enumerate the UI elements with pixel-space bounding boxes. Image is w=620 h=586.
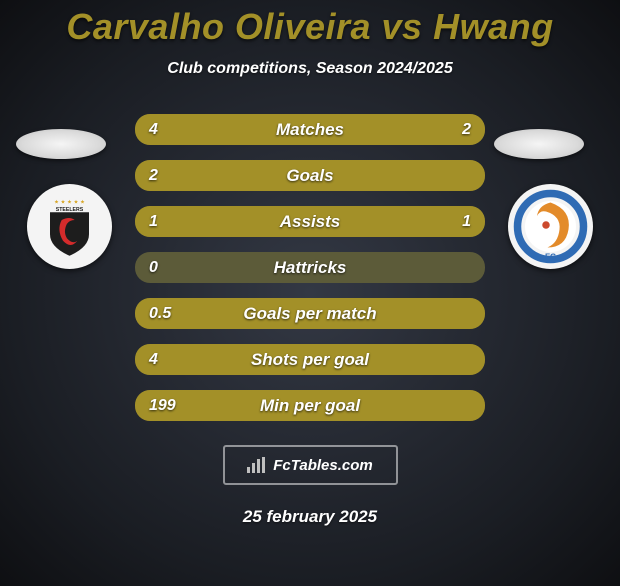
stats-bar-list: Matches 4 2 Goals 2 Assists 1 1 Hattricks 0 Goals … <box>135 114 485 421</box>
stat-bar-label: Goals per match <box>243 304 376 324</box>
stat-bar-label: Goals <box>286 166 333 186</box>
stat-bar-row: Matches 4 2 <box>135 114 485 145</box>
date-text: 25 february 2025 <box>0 507 620 527</box>
vs-text: vs <box>382 6 423 47</box>
fctables-label: FcTables.com <box>273 457 372 474</box>
team-badge-left: STEELERS <box>27 184 112 269</box>
page-title: Carvalho Oliveira vs Hwang <box>0 6 620 48</box>
stat-value-left: 1 <box>149 213 158 231</box>
stat-value-right: 2 <box>462 121 471 139</box>
svg-text:FC: FC <box>545 253 556 262</box>
svg-text:STEELERS: STEELERS <box>56 207 84 213</box>
stat-value-left: 199 <box>149 397 176 415</box>
team-badge-right: FC <box>508 184 593 269</box>
stat-value-left: 0.5 <box>149 305 171 323</box>
stat-value-right: 1 <box>462 213 471 231</box>
fctables-watermark: FcTables.com <box>223 445 398 485</box>
pohang-steelers-icon: STEELERS <box>37 194 102 259</box>
stat-bar-row: Goals 2 <box>135 160 485 191</box>
stat-bar-row: Hattricks 0 <box>135 252 485 283</box>
stat-bar-row: Shots per goal 4 <box>135 344 485 375</box>
stat-bar-label: Assists <box>280 212 340 232</box>
bar-chart-icon <box>247 457 267 473</box>
stat-bar-row: Assists 1 1 <box>135 206 485 237</box>
player-a-name: Carvalho Oliveira <box>66 6 371 47</box>
stat-value-left: 2 <box>149 167 158 185</box>
stat-bar-label: Min per goal <box>260 396 360 416</box>
subtitle: Club competitions, Season 2024/2025 <box>0 60 620 78</box>
stat-bar-row: Goals per match 0.5 <box>135 298 485 329</box>
stat-value-left: 4 <box>149 121 158 139</box>
stat-bar-row: Min per goal 199 <box>135 390 485 421</box>
logo-ellipse-right <box>494 129 584 159</box>
stat-bar-label: Matches <box>276 120 344 140</box>
stat-bar-label: Shots per goal <box>251 350 369 370</box>
stat-value-left: 4 <box>149 351 158 369</box>
logo-ellipse-left <box>16 129 106 159</box>
player-b-name: Hwang <box>433 6 554 47</box>
stat-bar-label: Hattricks <box>274 258 347 278</box>
daegu-fc-icon: FC <box>513 189 588 264</box>
stat-value-left: 0 <box>149 259 158 277</box>
